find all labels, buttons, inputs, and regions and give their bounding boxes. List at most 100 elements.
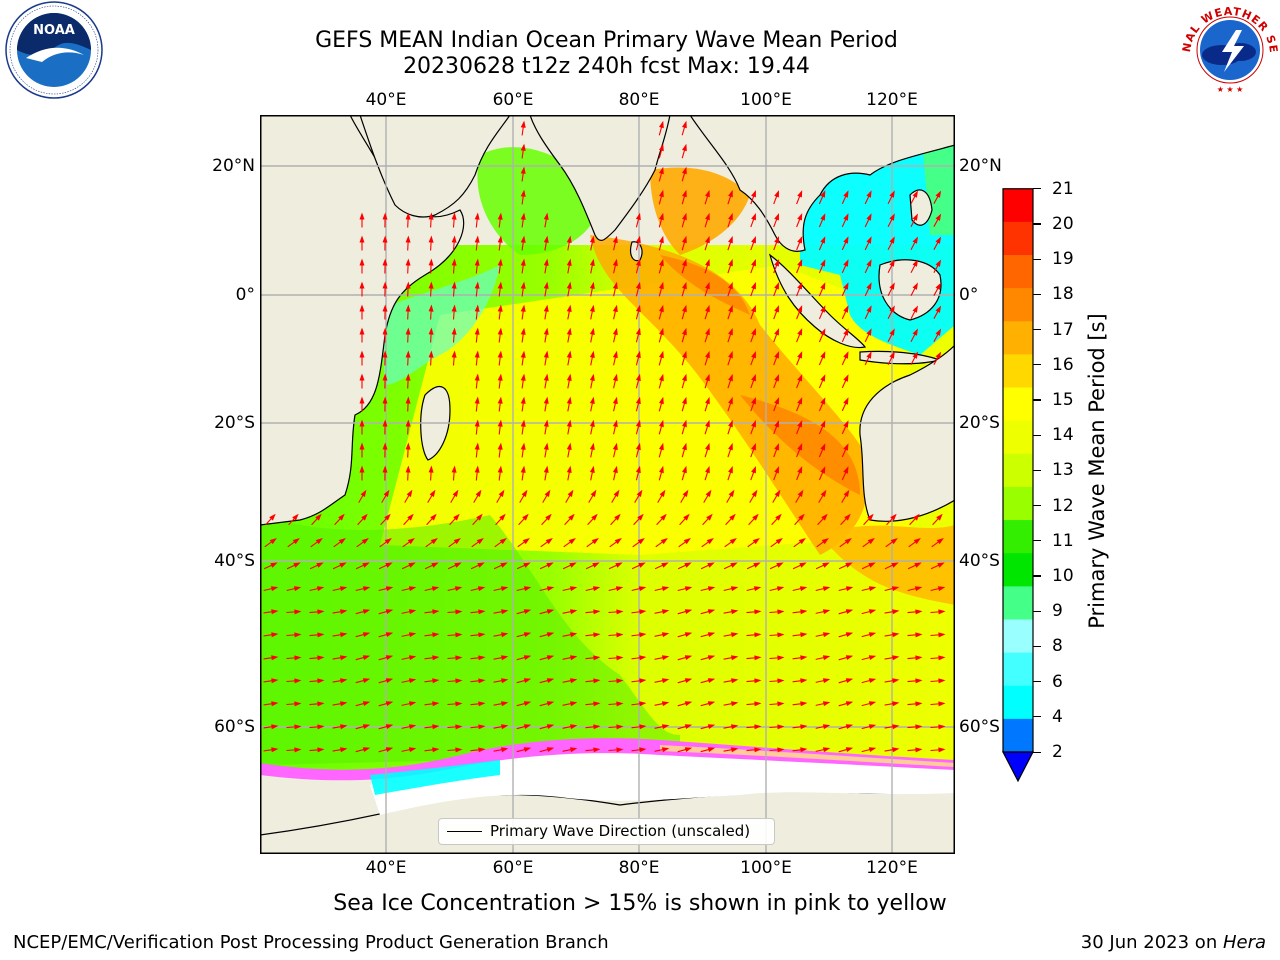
direction-arrow-head [405, 304, 411, 312]
direction-arrow-head [638, 562, 646, 568]
direction-arrow-head [774, 466, 779, 474]
direction-arrow-head [362, 562, 370, 568]
direction-arrow-head [705, 235, 710, 244]
direction-arrow-head [913, 538, 921, 545]
colorbar-tick-label: 20 [1052, 213, 1074, 234]
direction-arrow-head [868, 655, 877, 660]
direction-arrow-head [731, 632, 739, 638]
colorbar-label: Primary Wave Mean Period [s] [1085, 313, 1109, 629]
direction-arrow-head [616, 724, 624, 730]
direction-arrow-head [915, 724, 923, 730]
direction-arrow-head [935, 282, 942, 290]
direction-arrow-head [682, 235, 687, 244]
direction-arrow-head [385, 655, 394, 660]
direction-arrow-head [868, 562, 876, 568]
direction-arrow-head [520, 120, 526, 128]
direction-arrow-head [405, 327, 411, 335]
direction-arrow-head [774, 213, 779, 221]
direction-arrow-head [543, 419, 549, 427]
direction-arrow-head [751, 190, 756, 198]
direction-arrow-head [731, 701, 739, 707]
direction-arrow-head [431, 586, 440, 592]
direction-arrow-head [820, 213, 826, 221]
direction-arrow-head [269, 513, 276, 521]
direction-arrow-head [820, 443, 826, 451]
direction-arrow-head [501, 655, 509, 661]
direction-arrow-head [639, 724, 647, 730]
direction-arrow-head [935, 328, 942, 336]
direction-arrow-head [751, 282, 756, 290]
direction-arrow-head [339, 562, 347, 568]
direction-arrow-head [705, 396, 710, 405]
direction-arrow-head [385, 609, 394, 614]
direction-arrow-head [660, 538, 668, 545]
map-legend: Primary Wave Direction (unscaled) [438, 818, 775, 845]
direction-arrow-head [520, 304, 526, 312]
direction-arrow-head [543, 281, 549, 289]
direction-arrow-head [590, 489, 597, 497]
colorbar-tick-mark [1033, 434, 1041, 436]
direction-arrow-head [359, 465, 365, 473]
direction-arrow-head [635, 419, 641, 428]
direction-arrow-head [430, 513, 437, 521]
direction-arrow-head [638, 586, 647, 592]
direction-arrow-head [428, 212, 434, 220]
colorbar-segment [1003, 586, 1033, 620]
direction-arrow-head [408, 586, 417, 592]
direction-arrow-head [543, 258, 549, 266]
direction-arrow-head [340, 609, 348, 615]
direction-arrow-head [937, 586, 946, 592]
direction-arrow-head [407, 538, 415, 545]
colorbar-segment [1003, 255, 1033, 289]
lon-tick-bottom-40e: 40°E [365, 858, 407, 878]
direction-arrow-head [822, 724, 831, 730]
direction-arrow-head [635, 373, 641, 382]
direction-arrow-head [451, 304, 457, 312]
direction-arrow-head [659, 327, 664, 336]
direction-arrow-head [570, 724, 578, 730]
direction-arrow-head [659, 396, 664, 405]
direction-arrow-head [522, 513, 529, 521]
direction-arrow-head [430, 538, 438, 545]
direction-arrow-head [523, 609, 532, 614]
direction-arrow-head [453, 513, 460, 521]
direction-arrow-head [661, 632, 670, 638]
direction-arrow-head [497, 304, 503, 312]
colorbar-tick-label: 13 [1052, 460, 1074, 481]
direction-arrow-head [589, 327, 595, 335]
direction-arrow-head [822, 655, 831, 661]
direction-arrow-head [728, 442, 733, 451]
direction-arrow-head [635, 327, 641, 336]
direction-arrow-head [405, 373, 411, 381]
direction-arrow-head [382, 327, 388, 335]
direction-arrow-head [478, 678, 486, 684]
colorbar-under-triangle [1002, 751, 1034, 783]
colorbar-tick-mark [1033, 751, 1041, 753]
direction-arrow-head [317, 678, 325, 684]
direction-arrow-head [682, 350, 687, 359]
direction-arrow-head [474, 327, 480, 335]
direction-arrow-head [405, 212, 411, 220]
direction-arrow-head [408, 655, 417, 661]
direction-arrow-head [705, 489, 712, 497]
direction-arrow-head [523, 586, 532, 592]
direction-arrow-head [729, 513, 736, 521]
direction-arrow-head [293, 562, 301, 568]
direction-arrow-head [405, 396, 411, 404]
direction-arrow-head [684, 747, 693, 752]
direction-arrow-head [821, 513, 828, 521]
direction-arrow-head [385, 632, 394, 637]
direction-arrow-head [776, 562, 784, 568]
lon-tick-bottom-120e: 120°E [866, 858, 918, 878]
direction-arrow-head [382, 373, 388, 381]
colorbar-tick-mark [1033, 645, 1041, 648]
colorbar-tick-mark [1033, 188, 1041, 190]
direction-arrow-head [616, 655, 624, 661]
direction-arrow-head [913, 513, 920, 521]
colorbar-segment [1003, 619, 1033, 654]
direction-arrow-head [546, 562, 554, 568]
direction-arrow-head [820, 420, 826, 428]
direction-arrow-head [705, 373, 710, 382]
direction-arrow-head [497, 258, 503, 266]
direction-arrow-head [520, 465, 526, 473]
